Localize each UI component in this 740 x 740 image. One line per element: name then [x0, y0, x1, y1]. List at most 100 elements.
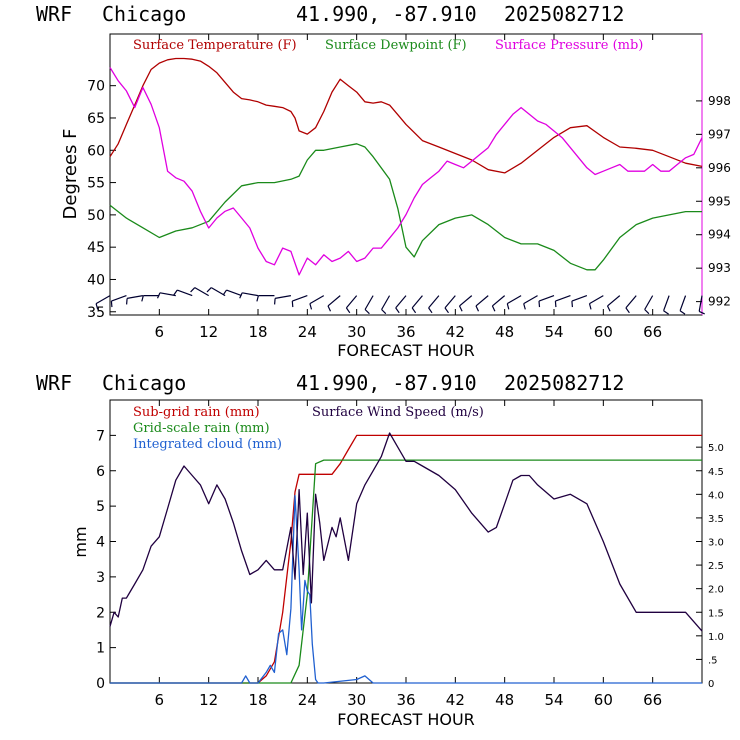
legend-dewpoint: Surface Dewpoint (F) — [325, 38, 467, 53]
top-y-axis-left: 35 40 45 50 55 60 65 70 — [87, 79, 116, 321]
y-right-tick-label: 3.5 — [708, 514, 724, 525]
y-tick-label: 40 — [87, 272, 105, 288]
legend-subgrid-rain: Sub-grid rain (mm) — [133, 405, 260, 420]
wind-barb-flag — [291, 301, 294, 308]
y-right-tick-label: 4.0 — [708, 490, 724, 501]
x-tick-label: 24 — [298, 691, 317, 709]
series-line-1 — [110, 434, 702, 684]
top-plot-frame — [109, 33, 703, 316]
wind-barb-flag — [644, 309, 650, 315]
wind-barb-flag — [444, 307, 449, 314]
y-right-tick-label: 2.5 — [708, 561, 724, 572]
wind-barb-flag — [126, 298, 128, 305]
wind-barb-staff — [159, 292, 176, 297]
wind-barb-flag — [538, 301, 541, 308]
wind-barb-staff — [309, 295, 325, 305]
y-right-tick-label: .5 — [708, 655, 718, 666]
wind-barb-flag — [395, 307, 400, 314]
wind-barb-staff — [395, 295, 407, 309]
y-right-tick-label: 998 — [708, 94, 731, 108]
y-right-tick-label: 995 — [708, 194, 731, 208]
wind-barb-staff — [95, 295, 111, 305]
legend-pressure: Surface Pressure (mb) — [495, 38, 643, 53]
bottom-y-axis-left: 0 1 2 3 4 5 6 7 — [96, 428, 116, 692]
x-tick-label: 18 — [248, 323, 267, 341]
series-line-2 — [109, 143, 702, 271]
wind-barb-staff — [274, 295, 291, 299]
x-tick-label: 60 — [594, 691, 613, 709]
legend-integrated-cloud: Integrated cloud (mm) — [133, 437, 282, 452]
x-tick-label: 42 — [446, 691, 465, 709]
wind-barb-staff — [176, 289, 193, 297]
y-right-tick-label: 1.0 — [708, 632, 724, 643]
wind-barb-flag — [206, 287, 212, 293]
wind-barb-staff — [381, 295, 391, 310]
x-tick-label: 48 — [495, 691, 514, 709]
x-tick-label: 12 — [199, 323, 218, 341]
y-tick-label: 7 — [96, 428, 105, 444]
bottom-x-axis: 6 12 18 24 30 36 42 48 54 60 66 — [155, 400, 662, 709]
x-tick-label: 54 — [544, 323, 563, 341]
wind-barb-flag — [173, 289, 178, 296]
series-line-2 — [110, 459, 702, 684]
wind-barb-staff — [625, 295, 637, 309]
wind-barb-staff — [555, 295, 571, 302]
wind-barb-flag — [239, 292, 243, 299]
x-tick-label: 48 — [495, 323, 514, 341]
wind-barb-flag — [309, 303, 313, 310]
legend-gridscale-rain: Grid-scale rain (mm) — [133, 421, 270, 436]
x-tick-label: 36 — [396, 323, 415, 341]
x-tick-label: 12 — [199, 691, 218, 709]
y-tick-label: 35 — [87, 305, 105, 321]
y-right-tick-label: 2.0 — [708, 585, 724, 596]
x-tick-label: 30 — [347, 691, 366, 709]
x-tick-label: 54 — [544, 691, 563, 709]
wind-barb-flag — [274, 298, 276, 305]
y-tick-label: 1 — [96, 641, 105, 657]
wind-barb-staff — [111, 295, 127, 302]
y-tick-label: 65 — [87, 111, 105, 127]
wind-barb-staff — [364, 295, 374, 310]
wind-barb-flag — [428, 307, 433, 314]
wind-barb-flag — [475, 305, 480, 312]
top-panel-header: WRF Chicago 41.990, -87.910 2025082712 — [36, 2, 624, 26]
wind-barb-staff — [194, 287, 209, 297]
bottom-legend: Sub-grid rain (mm) Grid-scale rain (mm) … — [133, 405, 484, 452]
bottom-location-label: Chicago — [102, 371, 186, 395]
bottom-x-axis-label: FORECAST HOUR — [337, 710, 475, 729]
wind-barb-staff — [345, 295, 358, 309]
wind-barb-staff — [607, 295, 621, 307]
y-right-tick-label: 5.0 — [708, 443, 724, 454]
wind-barb-flag — [345, 307, 351, 314]
top-coords-label: 41.990, -87.910 — [296, 2, 477, 26]
series-line-3 — [109, 67, 703, 276]
wind-barb-flag — [95, 303, 99, 310]
y-right-tick-label: 994 — [708, 228, 731, 242]
y-tick-label: 70 — [87, 79, 105, 95]
top-y-axis-label: Degrees F — [60, 129, 81, 220]
y-tick-label: 6 — [96, 464, 105, 480]
wind-barb-flag — [141, 295, 144, 302]
wind-barb-staff — [126, 295, 143, 299]
wind-barb-flag — [698, 310, 705, 315]
wind-barb-flag — [523, 303, 526, 310]
y-tick-label: 50 — [87, 208, 105, 224]
wind-barb-staff — [538, 295, 555, 302]
y-right-tick-label: 993 — [708, 261, 731, 275]
bottom-y-axis-label: mm — [71, 526, 90, 557]
top-x-axis-label: FORECAST HOUR — [337, 341, 475, 360]
y-tick-label: 45 — [87, 240, 105, 256]
x-tick-label: 6 — [155, 323, 165, 341]
wind-barb-flag — [625, 307, 630, 314]
top-model-label: WRF — [36, 2, 72, 26]
wind-barb-flag — [364, 309, 370, 315]
wind-barb-staff — [589, 295, 604, 305]
top-x-axis: 6 12 18 24 30 36 42 48 54 60 66 — [155, 34, 662, 341]
wind-barb-flag — [458, 305, 463, 312]
wind-barb-staff — [428, 295, 440, 309]
y-tick-label: 5 — [96, 499, 105, 515]
wind-barb-staff — [242, 292, 259, 297]
series-line-1 — [109, 57, 703, 174]
